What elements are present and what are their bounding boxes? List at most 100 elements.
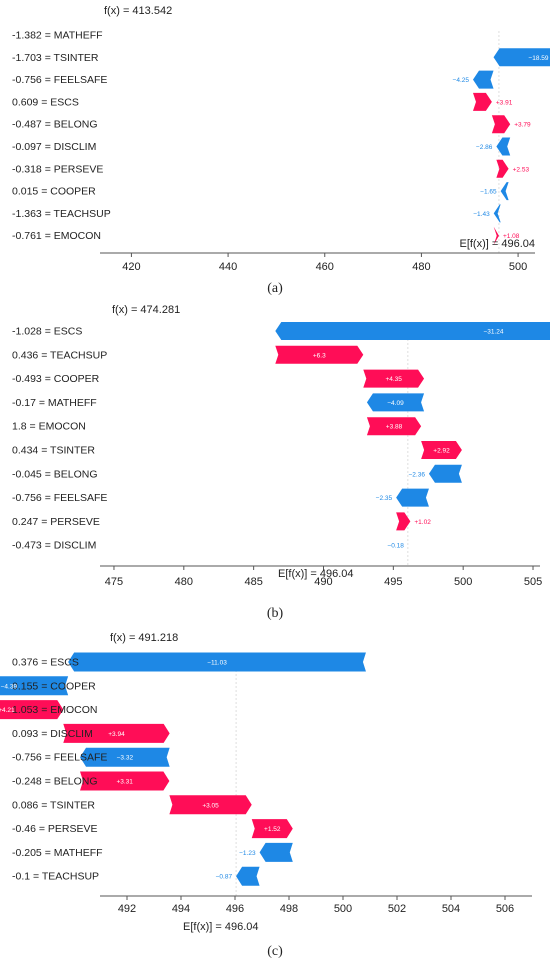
shap-value-label: +2.92 <box>433 448 450 455</box>
bar-belong <box>491 115 511 134</box>
bar-escs <box>472 92 492 111</box>
x-tick-label: 485 <box>244 576 262 588</box>
x-tick-label: 505 <box>524 576 542 588</box>
shap-value-label: +1.08 <box>503 233 520 240</box>
output-value-label: f(x) = 413.542 <box>104 5 172 17</box>
feature-label: 0.376 = ESCS <box>12 657 79 669</box>
bar-escs <box>275 322 550 340</box>
x-tick-label: 480 <box>175 576 193 588</box>
x-tick-label: 492 <box>118 903 136 915</box>
shap-value-label: −3.32 <box>117 755 134 762</box>
feature-label: -0.761 = EMOCON <box>12 230 101 242</box>
feature-label: -1.382 = MATHEFF <box>12 30 103 42</box>
bar-tsinter <box>169 795 252 815</box>
shap-value-label: −4.39 <box>1 683 18 690</box>
x-tick-label: 480 <box>412 261 430 273</box>
feature-label: 0.436 = TEACHSUP <box>12 349 107 361</box>
feature-label: 0.093 = DISCLIM <box>12 728 93 740</box>
feature-label: 0.434 = TSINTER <box>12 445 95 457</box>
shap-value-label: −2.35 <box>376 495 393 502</box>
output-value-label: f(x) = 474.281 <box>112 304 180 316</box>
feature-label: -0.756 = FEELSAFE <box>12 492 107 504</box>
shap-value-label: +4.35 <box>385 376 402 383</box>
shap-value-label: +2.53 <box>513 166 530 173</box>
x-tick-label: 502 <box>388 903 406 915</box>
feature-label: -1.363 = TEACHSUP <box>12 208 111 220</box>
x-tick-label: 460 <box>316 261 334 273</box>
x-tick-label: 440 <box>219 261 237 273</box>
chart-panel-b: f(x) = 474.281 -1.028 = ESCS −31.24 0.436 =… <box>12 304 550 621</box>
expected-value-label: E[f(x)] = 496.04 <box>459 238 535 250</box>
panel-caption: (a) <box>267 281 283 296</box>
x-tick-label: 475 <box>105 576 123 588</box>
shap-value-label: +6.3 <box>313 352 326 359</box>
bar-perseve <box>251 819 293 839</box>
bar-cooper <box>0 676 69 696</box>
x-tick-label: 500 <box>509 261 527 273</box>
feature-label: -0.097 = DISCLIM <box>12 141 96 153</box>
shap-value-label: −4.09 <box>387 400 404 407</box>
feature-label: -0.46 = PERSEVE <box>12 823 98 835</box>
shap-value-label: +3.05 <box>202 802 219 809</box>
shap-value-label: −0.18 <box>387 543 404 550</box>
bar-feelsafe <box>80 747 170 767</box>
feature-label: 0.609 = ESCS <box>12 96 79 108</box>
x-tick-label: 500 <box>334 903 352 915</box>
feature-label: 1.053 = EMOCON <box>12 704 98 716</box>
expected-value-label: E[f(x)] = 496.04 <box>183 921 259 933</box>
feature-label: -0.248 = BELONG <box>12 776 98 788</box>
x-tick-label: 490 <box>314 576 332 588</box>
bar-tsinter <box>493 48 550 67</box>
feature-label: -1.703 = TSINTER <box>12 52 99 64</box>
shap-value-label: −4.25 <box>453 77 470 84</box>
x-tick-label: 506 <box>496 903 514 915</box>
feature-label: -0.205 = MATHEFF <box>12 847 103 859</box>
bar-disclim <box>496 137 511 156</box>
bar-emocon <box>366 417 422 436</box>
shap-value-label: +4.21 <box>0 707 15 714</box>
bar-perseve <box>396 512 411 531</box>
feature-label: 1.8 = EMOCON <box>12 421 86 433</box>
feature-label: 0.247 = PERSEVE <box>12 516 100 528</box>
x-tick-label: 494 <box>172 903 190 915</box>
bar-teachsup <box>275 345 364 364</box>
bar-emocon <box>493 226 499 245</box>
feature-label: -0.045 = BELONG <box>12 468 98 480</box>
bar-emocon <box>0 700 64 720</box>
shap-value-label: −0.87 <box>216 874 233 881</box>
shap-value-label: +1.02 <box>414 519 431 526</box>
shap-value-label: −2.36 <box>408 471 425 478</box>
feature-label: -1.028 = ESCS <box>12 326 82 338</box>
feature-label: 0.086 = TSINTER <box>12 799 95 811</box>
bar-teachsup <box>493 204 501 223</box>
shap-value-label: +3.91 <box>496 99 513 106</box>
output-value-label: f(x) = 491.218 <box>110 632 178 644</box>
bar-feelsafe <box>396 488 429 507</box>
shap-value-label: −11.03 <box>207 660 227 667</box>
feature-label: -0.473 = DISCLIM <box>12 540 96 552</box>
shap-value-label: +3.88 <box>386 424 403 431</box>
bar-cooper <box>363 369 425 388</box>
bar-disclim <box>63 723 170 743</box>
x-tick-label: 496 <box>226 903 244 915</box>
bar-matheff <box>366 393 425 412</box>
shap-value-label: −18.59 <box>528 55 548 62</box>
shap-value-label: −1.65 <box>480 189 497 196</box>
x-tick-label: 420 <box>122 261 140 273</box>
bar-matheff <box>259 842 293 862</box>
bar-belong <box>80 771 170 791</box>
x-tick-label: 495 <box>384 576 402 588</box>
feature-label: -0.487 = BELONG <box>12 119 98 131</box>
feature-label: -0.1 = TEACHSUP <box>12 871 99 883</box>
feature-label: -0.756 = FEELSAFE <box>12 74 107 86</box>
bar-perseve <box>496 159 509 178</box>
panel-caption: (b) <box>267 606 284 621</box>
x-tick-label: 498 <box>280 903 298 915</box>
bar-feelsafe <box>472 70 494 89</box>
x-tick-label: 504 <box>442 903 460 915</box>
feature-label: 0.155 = COOPER <box>12 680 96 692</box>
x-tick-label: 500 <box>454 576 472 588</box>
chart-panel-a: f(x) = 413.542-1.382 = MATHEFF−15.65-1.7… <box>12 5 550 296</box>
shap-value-label: +3.79 <box>514 122 531 129</box>
shap-value-label: −2.86 <box>476 144 493 151</box>
